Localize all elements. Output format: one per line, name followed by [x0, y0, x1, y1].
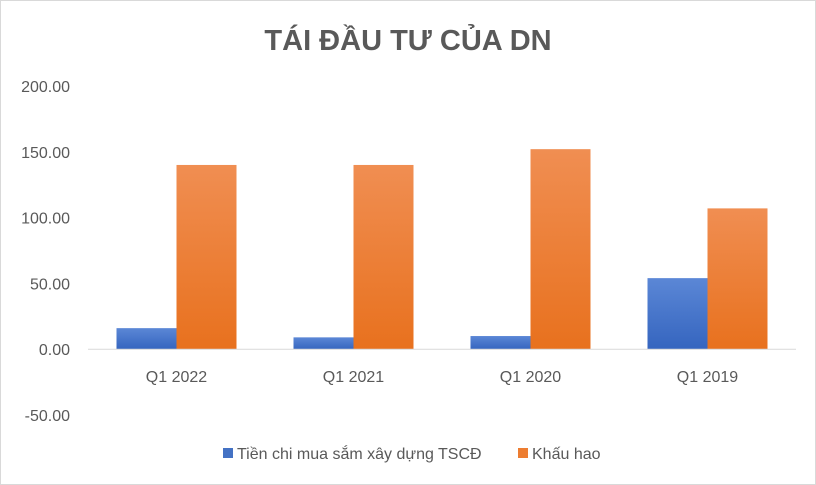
legend-swatch	[518, 448, 528, 458]
x-tick-label: Q1 2022	[146, 369, 207, 386]
legend-swatch	[223, 448, 233, 458]
chart-title: TÁI ĐẦU TƯ CỦA DN	[264, 23, 551, 57]
y-tick-label: 200.00	[21, 79, 70, 96]
bar-khau-hao-q1-2020	[530, 149, 591, 350]
bar-tscd-q1-2021	[293, 337, 354, 350]
bar-series	[116, 149, 768, 350]
x-tick-label: Q1 2019	[677, 369, 738, 386]
x-tick-label: Q1 2020	[500, 369, 561, 386]
y-tick-label: 100.00	[21, 211, 70, 228]
y-tick-label: 50.00	[30, 276, 70, 293]
y-tick-label: 150.00	[21, 145, 70, 162]
y-axis-tick-labels: -50.00 0.00 50.00 100.00 150.00 200.00	[21, 79, 70, 425]
y-tick-label: 0.00	[39, 342, 70, 359]
bar-tscd-q1-2020	[470, 336, 531, 350]
legend-label: Khấu hao	[532, 446, 601, 463]
legend-label: Tiền chi mua sắm xây dựng TSCĐ	[237, 444, 482, 463]
y-tick-label: -50.00	[25, 408, 70, 425]
bar-khau-hao-q1-2021	[353, 164, 414, 350]
x-axis-tick-labels: Q1 2022 Q1 2021 Q1 2020 Q1 2019	[146, 369, 738, 386]
bar-khau-hao-q1-2022	[176, 164, 237, 350]
bar-khau-hao-q1-2019	[707, 208, 768, 350]
legend: Tiền chi mua sắm xây dựng TSCĐ Khấu hao	[223, 444, 601, 463]
bar-tscd-q1-2022	[116, 328, 177, 350]
bar-tscd-q1-2019	[647, 278, 708, 350]
x-tick-label: Q1 2021	[323, 369, 384, 386]
